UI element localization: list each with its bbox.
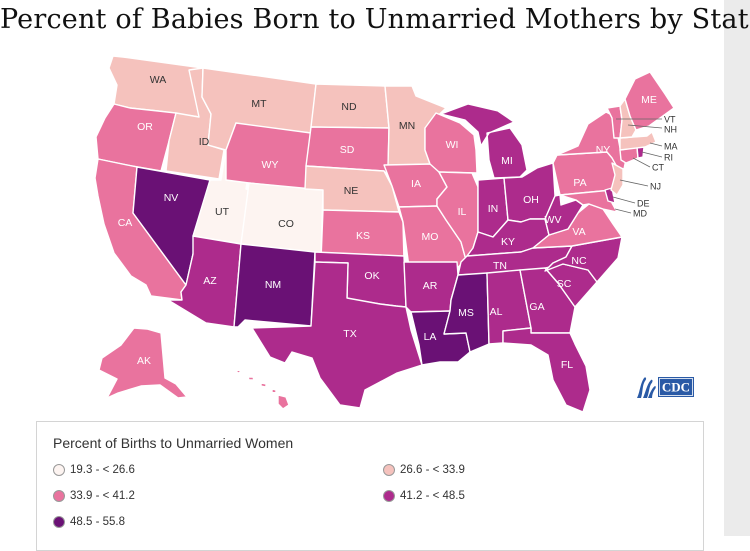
label-KY: KY xyxy=(501,236,515,248)
leader-RI xyxy=(641,151,663,158)
label-WA: WA xyxy=(150,74,167,86)
legend-swatch-3 xyxy=(53,490,65,502)
legend-title: Percent of Births to Unmarried Women xyxy=(53,435,294,451)
label-MI: MI xyxy=(501,155,513,167)
label-MA: MA xyxy=(664,141,678,151)
label-DE: DE xyxy=(637,198,650,208)
scrollbar-track[interactable] xyxy=(724,0,750,536)
label-RI: RI xyxy=(664,152,673,162)
label-MT: MT xyxy=(251,98,267,110)
legend-swatch-4 xyxy=(383,490,395,502)
state-TX[interactable] xyxy=(251,261,423,409)
legend-swatch-5 xyxy=(53,516,65,528)
label-LA: LA xyxy=(424,331,437,343)
label-AR: AR xyxy=(423,280,438,292)
state-HI[interactable] xyxy=(235,369,290,410)
legend-item-4: 41.2 - < 48.5 xyxy=(383,490,465,502)
state-SD[interactable] xyxy=(305,126,390,176)
label-AZ: AZ xyxy=(203,275,217,287)
label-KS: KS xyxy=(356,230,370,242)
legend-item-1: 19.3 - < 26.6 xyxy=(53,464,135,476)
label-ND: ND xyxy=(341,101,357,113)
label-SD: SD xyxy=(340,144,355,156)
state-WI[interactable] xyxy=(424,112,478,174)
label-WI: WI xyxy=(446,139,459,151)
label-OH: OH xyxy=(523,194,539,206)
label-NE: NE xyxy=(344,185,359,197)
legend: Percent of Births to Unmarried Women 19.… xyxy=(36,421,704,551)
state-MI[interactable] xyxy=(440,103,528,179)
leader-CT xyxy=(632,157,651,168)
label-MN: MN xyxy=(399,120,415,132)
leader-NH xyxy=(627,124,663,129)
label-HI: HI xyxy=(254,399,265,411)
label-NY: NY xyxy=(596,144,611,156)
label-IA: IA xyxy=(411,178,421,190)
legend-label-5: 48.5 - 55.8 xyxy=(70,516,125,528)
label-AL: AL xyxy=(490,306,503,318)
label-GA: GA xyxy=(529,301,544,313)
leader-MD xyxy=(614,208,632,214)
label-TN: TN xyxy=(493,260,507,272)
state-AK[interactable] xyxy=(98,327,188,399)
label-MO: MO xyxy=(422,231,439,243)
label-PA: PA xyxy=(573,177,586,189)
label-ID: ID xyxy=(199,136,210,148)
label-MD: MD xyxy=(633,208,647,218)
page-title: Percent of Babies Born to Unmarried Moth… xyxy=(0,4,750,35)
leader-MA xyxy=(649,142,663,147)
label-WY: WY xyxy=(262,159,279,171)
label-CO: CO xyxy=(278,218,294,230)
leader-DE xyxy=(612,196,636,204)
leader-NJ xyxy=(619,179,649,187)
state-MA[interactable] xyxy=(619,131,657,151)
label-CT: CT xyxy=(652,162,664,172)
state-NC[interactable] xyxy=(544,236,623,283)
label-OK: OK xyxy=(364,270,379,282)
label-NV: NV xyxy=(164,192,179,204)
label-IN: IN xyxy=(488,203,499,215)
legend-item-5: 48.5 - 55.8 xyxy=(53,516,125,528)
state-NJ[interactable] xyxy=(610,162,624,196)
state-IL[interactable] xyxy=(436,171,479,261)
label-UT: UT xyxy=(215,206,230,218)
cdc-logo-text: CDC xyxy=(662,380,690,395)
label-TX: TX xyxy=(343,328,356,340)
legend-swatch-1 xyxy=(53,464,65,476)
label-NH: NH xyxy=(664,124,677,134)
legend-label-1: 19.3 - < 26.6 xyxy=(70,464,135,476)
legend-item-2: 26.6 - < 33.9 xyxy=(383,464,465,476)
label-FL: FL xyxy=(561,359,573,371)
label-CA: CA xyxy=(118,217,133,229)
label-VT: VT xyxy=(664,114,676,124)
label-MS: MS xyxy=(458,307,474,319)
label-VA: VA xyxy=(572,226,585,238)
legend-label-2: 26.6 - < 33.9 xyxy=(400,464,465,476)
state-FL[interactable] xyxy=(502,327,591,413)
state-ME[interactable] xyxy=(624,71,675,131)
label-NC: NC xyxy=(571,255,587,267)
label-NM: NM xyxy=(265,279,281,291)
us-choropleth-map: WA OR CA ID NV UT AZ MT WY CO NM ND SD N… xyxy=(94,55,678,413)
label-ME: ME xyxy=(641,94,657,106)
label-NJ: NJ xyxy=(650,181,661,191)
state-MD[interactable] xyxy=(559,189,618,213)
label-OR: OR xyxy=(137,121,153,133)
label-WV: WV xyxy=(545,214,562,226)
label-IL: IL xyxy=(458,206,467,218)
state-WY[interactable] xyxy=(225,122,312,190)
legend-item-3: 33.9 - < 41.2 xyxy=(53,490,135,502)
label-SC: SC xyxy=(557,278,572,290)
legend-label-3: 33.9 - < 41.2 xyxy=(70,490,135,502)
cdc-logo-icon: CDC xyxy=(637,377,694,398)
legend-label-4: 41.2 - < 48.5 xyxy=(400,490,465,502)
label-AK: AK xyxy=(137,355,151,367)
legend-swatch-2 xyxy=(383,464,395,476)
